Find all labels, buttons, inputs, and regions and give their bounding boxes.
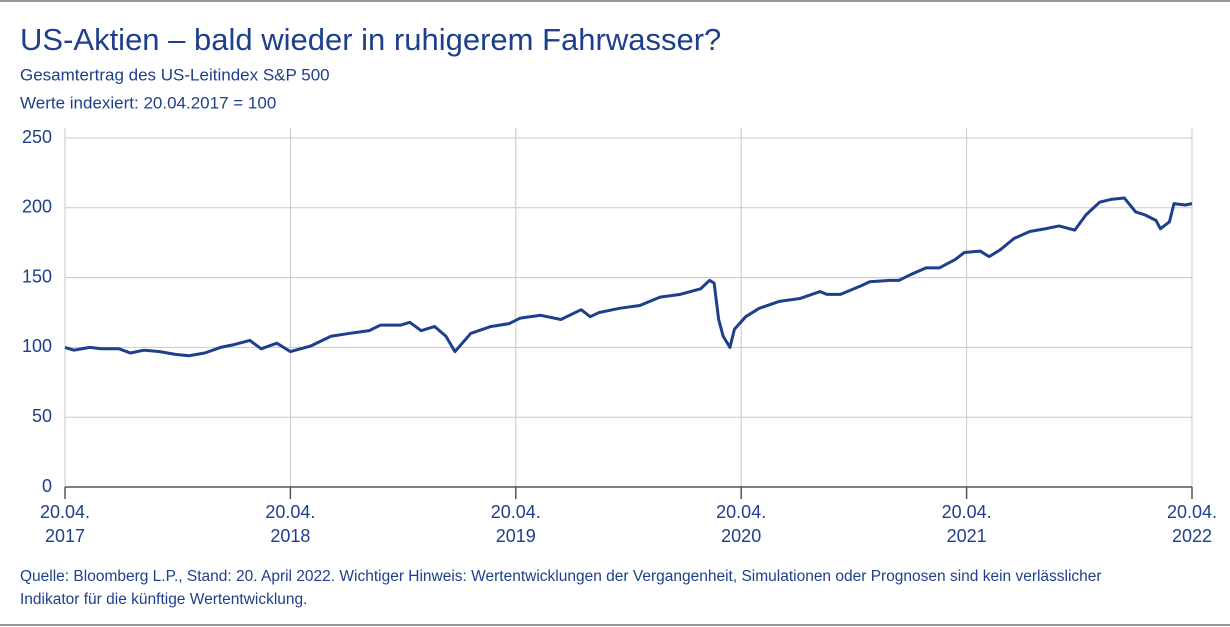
- y-tick-label: 50: [32, 406, 52, 426]
- subtitle: Gesamtertrag des US-Leitindex S&P 500: [20, 65, 330, 84]
- y-tick-label: 0: [42, 476, 52, 496]
- chart-title: US-Aktien – bald wieder in ruhigerem Fah…: [20, 22, 721, 57]
- x-tick-label: 20.04. 2017: [39, 502, 91, 546]
- data-line: [64, 196, 1193, 358]
- y-tick-label: 100: [22, 336, 52, 356]
- x-tick-label: 20.04. 2020: [716, 502, 767, 546]
- x-tick-label: 20.04. 2021: [941, 502, 992, 546]
- subtitle: Werte indexiert: 20.04.2017 = 100: [20, 93, 276, 112]
- x-tick-label: 20.04. 2022: [1166, 502, 1218, 546]
- x-tick-label: 20.04. 2019: [490, 502, 541, 546]
- x-tick-label: 20.04. 2018: [265, 502, 316, 546]
- y-tick-label: 250: [22, 127, 52, 147]
- y-tick-label: 150: [22, 266, 52, 286]
- source-note: Quelle: Bloomberg L.P., Stand: 20. April…: [20, 568, 1102, 608]
- y-tick-label: 200: [22, 197, 52, 217]
